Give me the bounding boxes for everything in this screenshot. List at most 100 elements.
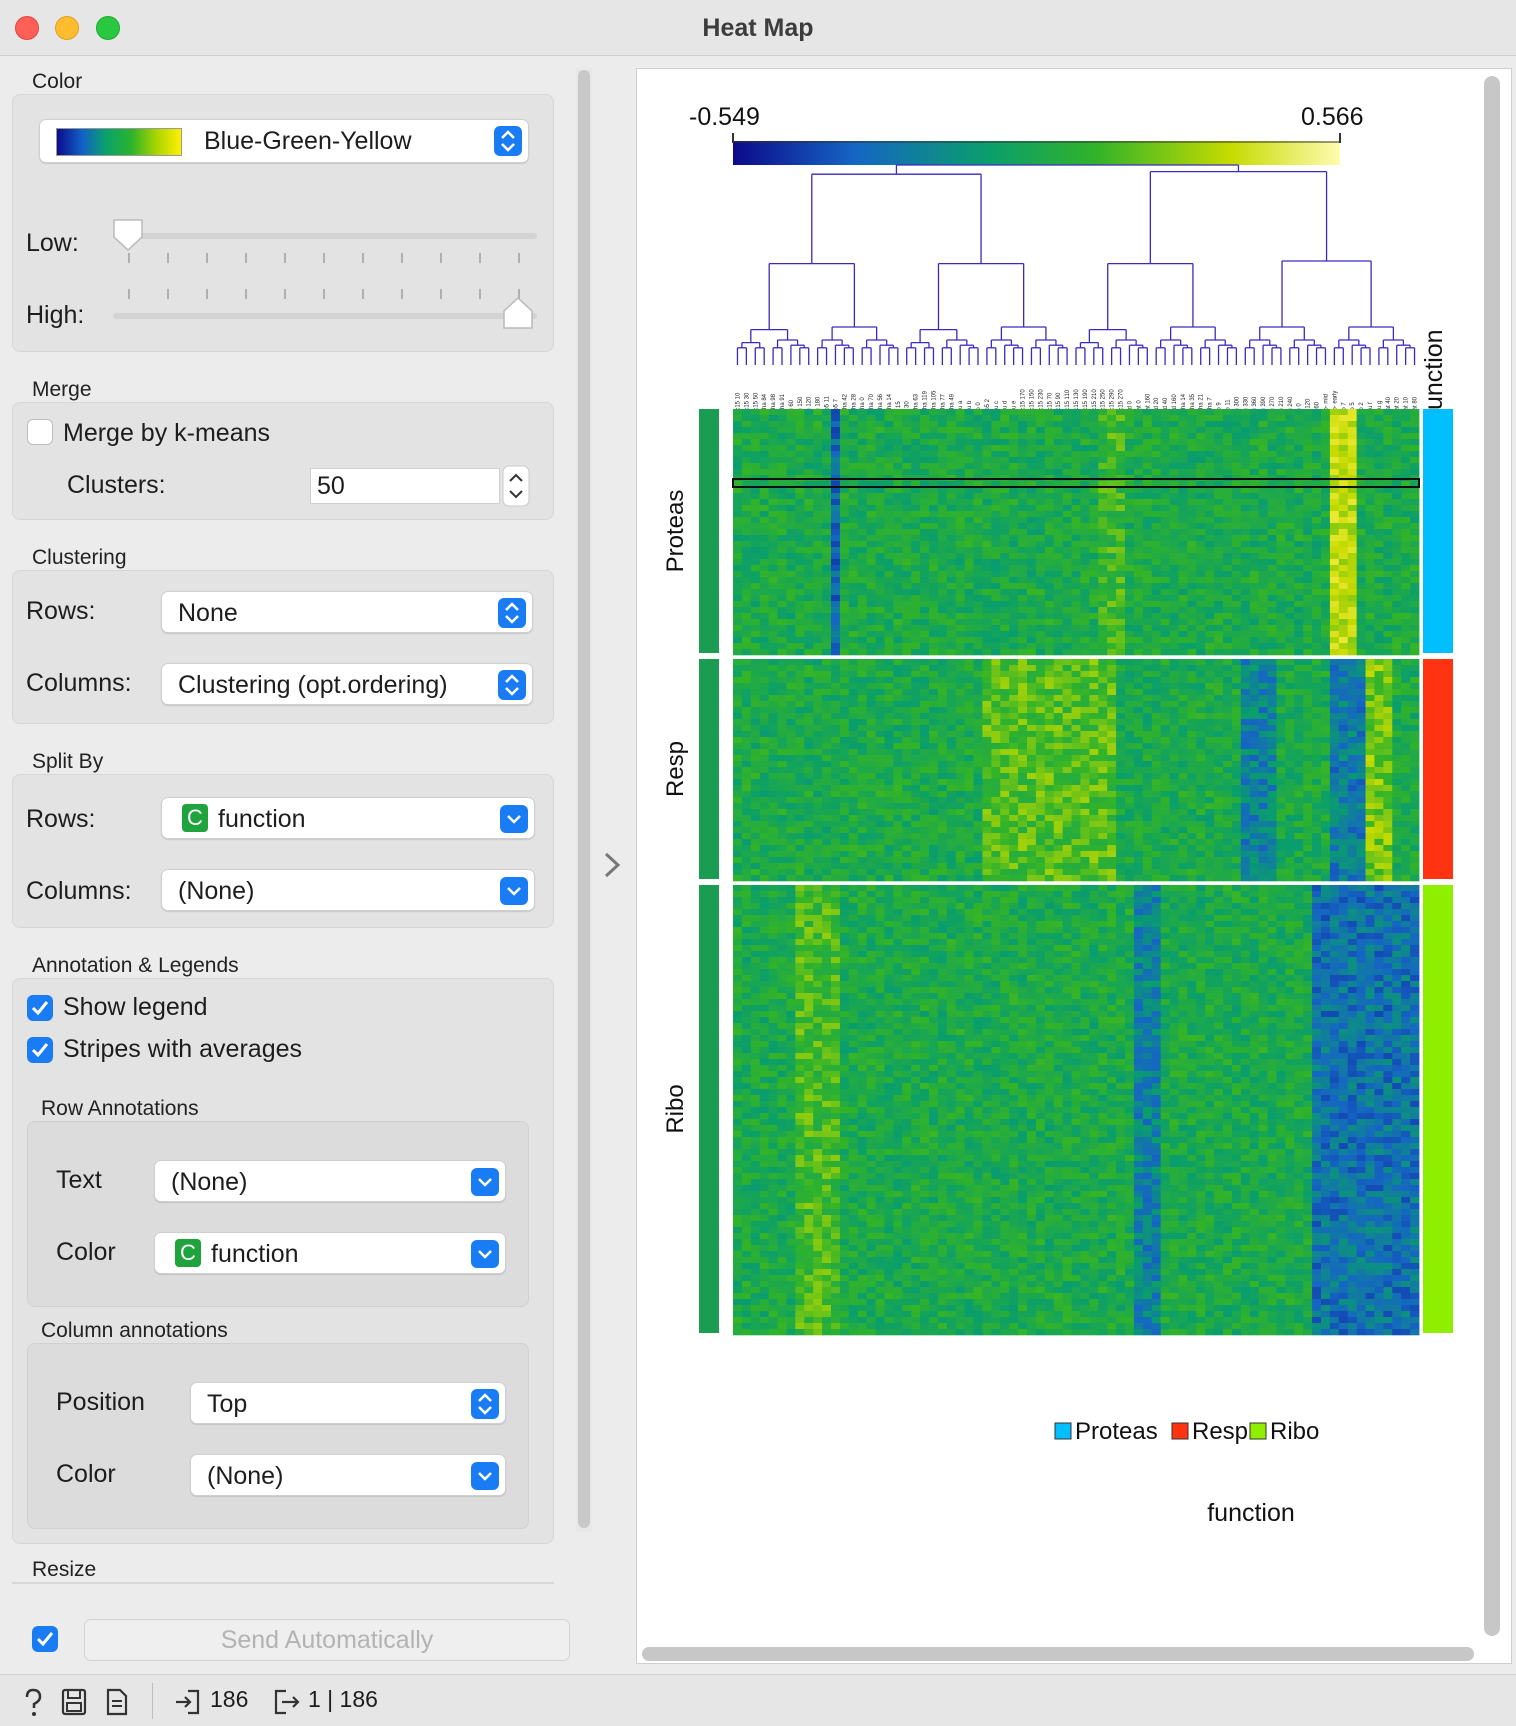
- heatmap-cell: [1303, 707, 1313, 714]
- heatmap-cell: [1356, 547, 1366, 554]
- merge-kmeans-checkbox[interactable]: [27, 419, 53, 445]
- close-window-button[interactable]: [15, 16, 39, 40]
- heatmap-cell: [1365, 505, 1375, 512]
- heatmap-cell: [1401, 481, 1411, 488]
- heatmap-cell: [893, 607, 903, 614]
- heatmap-cell: [1205, 517, 1215, 524]
- high-slider-track[interactable]: [113, 313, 537, 319]
- row-text-combo[interactable]: (None): [154, 1160, 506, 1202]
- show-legend-checkbox[interactable]: [27, 995, 53, 1021]
- heatmap-cell: [1098, 577, 1108, 584]
- palette-combo[interactable]: Blue-Green-Yellow: [39, 119, 529, 163]
- heatmap-cell: [1187, 439, 1197, 446]
- clusters-spin-arrows-icon[interactable]: [502, 465, 530, 507]
- heatmap-cell: [1009, 589, 1019, 596]
- heatmap-cell: [1312, 731, 1322, 738]
- heatmap-cell: [1035, 541, 1046, 548]
- heatmap-cell: [768, 439, 778, 446]
- heatmap-cell: [1294, 671, 1304, 678]
- heatmap-cell: [1116, 625, 1126, 632]
- heatmap-cell: [1240, 583, 1251, 590]
- minimize-window-button[interactable]: [55, 16, 79, 40]
- heatmap-cell: [1196, 607, 1206, 614]
- heatmap-cell: [1303, 565, 1313, 572]
- heatmap-cell: [1392, 595, 1402, 602]
- stripes-averages-checkbox[interactable]: [27, 1037, 53, 1063]
- heatmap-cell: [1276, 493, 1286, 500]
- heatmap-cell: [1160, 559, 1170, 566]
- heatmap-cell: [875, 505, 885, 512]
- heatmap-cell: [831, 445, 841, 452]
- heatmap-cell: [1285, 613, 1295, 620]
- split-rows-combo[interactable]: C function: [161, 797, 535, 839]
- heatmap-cell: [1294, 595, 1304, 602]
- heatmap-cell: [1071, 671, 1081, 678]
- heatmap-cell: [1223, 719, 1233, 726]
- heatmap-cell: [1383, 457, 1393, 464]
- heatmap-cell: [1018, 689, 1028, 696]
- heatmap-cell: [991, 731, 1001, 738]
- heatmap-cell: [929, 421, 939, 428]
- heatmap-cell: [1089, 511, 1099, 518]
- heatmap-cell: [831, 683, 841, 690]
- heatmap-cell: [1410, 743, 1420, 750]
- heatmap-cell: [884, 671, 894, 678]
- clusters-input[interactable]: 50: [310, 468, 500, 504]
- heatmap-cell: [1160, 523, 1170, 530]
- clustering-rows-combo[interactable]: None: [161, 591, 533, 633]
- heatmap-cell: [1196, 577, 1206, 584]
- heatmap-cell: [1125, 535, 1135, 542]
- heatmap-cell: [920, 499, 930, 506]
- heatmap-cell: [1267, 529, 1277, 536]
- heatmap-cell: [741, 677, 752, 684]
- heatmap-cell: [1356, 457, 1366, 464]
- heatmap-cell: [1205, 529, 1215, 536]
- heatmap-cell: [768, 643, 778, 650]
- maximize-window-button[interactable]: [96, 16, 120, 40]
- split-columns-combo[interactable]: (None): [161, 869, 535, 911]
- low-slider-handle[interactable]: [111, 217, 145, 258]
- heatmap-cell: [750, 523, 761, 530]
- heatmap-cell: [866, 671, 876, 678]
- heatmap-cell: [1347, 677, 1358, 684]
- heatmap-cell: [1223, 643, 1233, 650]
- heatmap-cell: [1160, 469, 1170, 476]
- heatmap-cell: [1356, 631, 1366, 638]
- heatmap-cell: [1365, 649, 1375, 656]
- panel-scrollbar-thumb[interactable]: [578, 70, 590, 1528]
- send-automatically-checkbox[interactable]: [32, 1626, 58, 1652]
- heatmap-cell: [1294, 499, 1304, 506]
- position-combo[interactable]: Top: [190, 1382, 506, 1424]
- heatmap-cell: [1329, 643, 1340, 650]
- heatmap-cell: [1392, 529, 1402, 536]
- low-slider-track[interactable]: [113, 233, 537, 239]
- heatmap-cell: [982, 439, 992, 446]
- heatmap-cell: [1169, 595, 1179, 602]
- collapse-panel-chevron-icon[interactable]: [600, 850, 624, 885]
- heatmap-cell: [964, 565, 974, 572]
- heatmap-cell: [822, 643, 832, 650]
- heatmap-cell: [1062, 445, 1072, 452]
- heatmap-cell: [1071, 677, 1081, 684]
- heatmap-cell: [1303, 439, 1313, 446]
- heatmap-cell: [937, 767, 948, 774]
- row-color-combo[interactable]: C function: [154, 1232, 506, 1274]
- heatmap-cell: [813, 631, 823, 638]
- heatmap-cell: [1160, 547, 1170, 554]
- send-automatically-button[interactable]: Send Automatically: [84, 1619, 570, 1661]
- heatmap-cell: [759, 761, 770, 768]
- heatmap-cell: [777, 463, 787, 470]
- heatmap-cell: [911, 595, 921, 602]
- heatmap-cell: [1267, 719, 1277, 726]
- column-color-combo[interactable]: (None): [190, 1454, 506, 1496]
- heatmap-cell: [1383, 427, 1393, 434]
- heatmap-cell: [982, 707, 992, 714]
- heatmap-cell: [964, 589, 974, 596]
- high-slider-handle[interactable]: [501, 295, 535, 336]
- heatmap-cell: [1107, 433, 1117, 440]
- heatmap-cell: [946, 589, 957, 596]
- heatmap-cell: [991, 683, 1001, 690]
- heatmap-cell: [1000, 761, 1010, 768]
- clustering-columns-combo[interactable]: Clustering (opt.ordering): [161, 663, 533, 705]
- heatmap-cell: [902, 523, 912, 530]
